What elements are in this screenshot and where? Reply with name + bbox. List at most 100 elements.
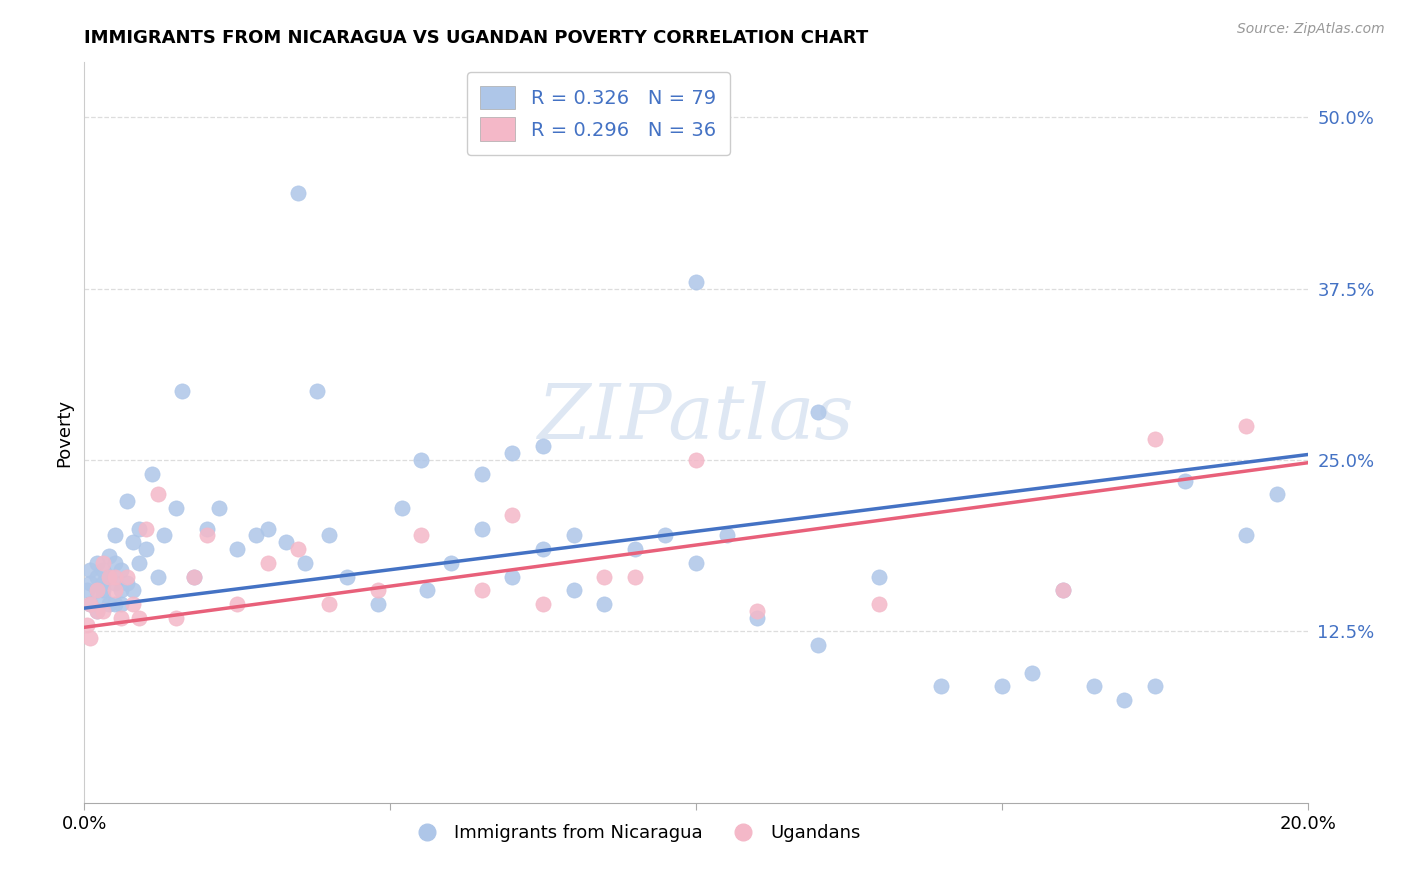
Point <box>76 583 98 598</box>
Point <box>391 501 413 516</box>
Point <box>409 528 432 542</box>
Point <box>91 583 114 598</box>
Point <box>91 604 114 618</box>
Point <box>287 186 309 200</box>
Point <box>531 439 554 453</box>
Point <box>115 576 138 591</box>
Point <box>79 597 101 611</box>
Text: Source: ZipAtlas.com: Source: ZipAtlas.com <box>1237 22 1385 37</box>
Point <box>245 528 267 542</box>
Point <box>135 542 157 557</box>
Point <box>1021 665 1043 680</box>
Point <box>97 569 120 583</box>
Point <box>1143 679 1166 693</box>
Point <box>104 597 127 611</box>
Point <box>115 569 138 583</box>
Point <box>128 556 150 570</box>
Point <box>654 528 676 542</box>
Point <box>305 384 328 399</box>
Point <box>104 528 127 542</box>
Point <box>440 556 463 570</box>
Point <box>122 535 145 549</box>
Point <box>1143 433 1166 447</box>
Point <box>146 487 169 501</box>
Point <box>991 679 1014 693</box>
Point <box>97 597 120 611</box>
Point <box>747 604 769 618</box>
Point <box>685 275 707 289</box>
Point <box>86 569 108 583</box>
Point <box>502 569 524 583</box>
Point <box>276 535 298 549</box>
Point <box>257 522 280 536</box>
Point <box>336 569 359 583</box>
Point <box>416 583 439 598</box>
Point <box>807 405 830 419</box>
Text: IMMIGRANTS FROM NICARAGUA VS UGANDAN POVERTY CORRELATION CHART: IMMIGRANTS FROM NICARAGUA VS UGANDAN POV… <box>84 29 869 47</box>
Point <box>562 528 585 542</box>
Point <box>122 597 145 611</box>
Point <box>409 453 432 467</box>
Point <box>716 528 738 542</box>
Point <box>104 576 127 591</box>
Point <box>91 590 114 604</box>
Point <box>624 569 647 583</box>
Point <box>79 632 101 646</box>
Point <box>97 549 120 563</box>
Point <box>531 542 554 557</box>
Point <box>929 679 952 693</box>
Point <box>79 576 101 591</box>
Point <box>79 597 101 611</box>
Point <box>807 638 830 652</box>
Point <box>104 583 127 598</box>
Point <box>165 610 187 624</box>
Point <box>91 576 114 591</box>
Point <box>685 453 707 467</box>
Point <box>172 384 194 399</box>
Point <box>110 583 132 598</box>
Point <box>1236 418 1258 433</box>
Point <box>318 528 340 542</box>
Point <box>226 542 249 557</box>
Point <box>747 610 769 624</box>
Point <box>86 583 108 598</box>
Point <box>86 604 108 618</box>
Legend: Immigrants from Nicaragua, Ugandans: Immigrants from Nicaragua, Ugandans <box>402 817 868 849</box>
Point <box>79 563 101 577</box>
Point <box>869 569 891 583</box>
Point <box>471 522 494 536</box>
Point <box>128 522 150 536</box>
Point <box>208 501 231 516</box>
Point <box>624 542 647 557</box>
Text: ZIPatlas: ZIPatlas <box>537 381 855 455</box>
Point <box>593 569 616 583</box>
Point <box>195 528 218 542</box>
Point <box>471 467 494 481</box>
Point <box>128 610 150 624</box>
Point <box>86 556 108 570</box>
Point <box>226 597 249 611</box>
Point <box>471 583 494 598</box>
Point <box>91 556 114 570</box>
Point <box>502 508 524 522</box>
Point <box>1083 679 1105 693</box>
Point <box>104 569 127 583</box>
Point <box>869 597 891 611</box>
Y-axis label: Poverty: Poverty <box>55 399 73 467</box>
Point <box>1052 583 1074 598</box>
Point <box>91 563 114 577</box>
Point <box>165 501 187 516</box>
Point <box>110 597 132 611</box>
Point <box>367 597 389 611</box>
Point <box>122 583 145 598</box>
Point <box>1174 474 1197 488</box>
Point <box>110 610 132 624</box>
Point <box>257 556 280 570</box>
Point <box>593 597 616 611</box>
Point <box>1114 693 1136 707</box>
Point <box>1265 487 1288 501</box>
Point <box>110 563 132 577</box>
Point <box>502 446 524 460</box>
Point <box>318 597 340 611</box>
Point <box>115 494 138 508</box>
